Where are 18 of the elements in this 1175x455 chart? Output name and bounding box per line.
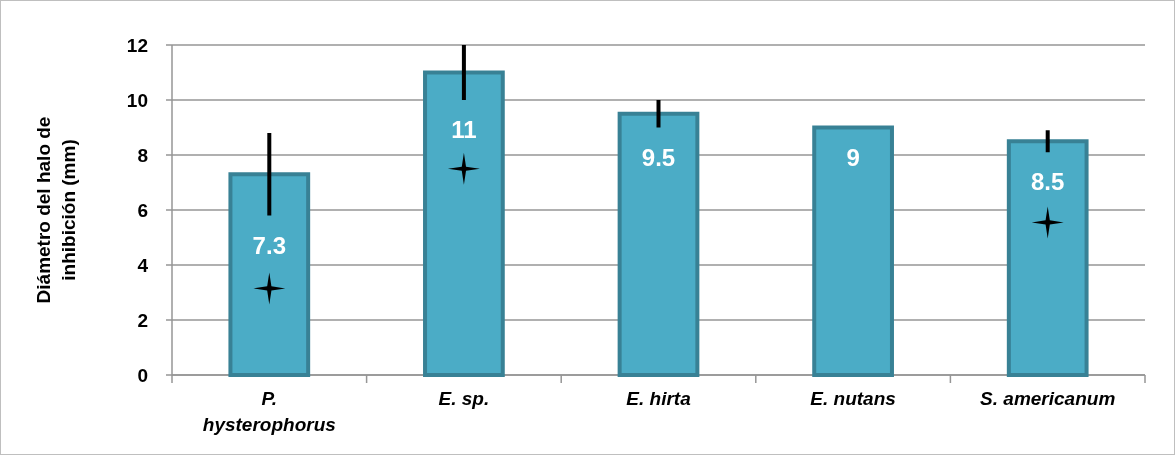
y-tick-label: 0	[137, 364, 148, 386]
x-tick-label: E. nutans	[810, 388, 896, 409]
y-tick-label: 8	[137, 144, 148, 166]
x-tick-label: E. hirta	[626, 388, 692, 409]
y-tick-label: 2	[137, 309, 148, 331]
data-label: 9.5	[641, 143, 676, 171]
y-axis-title: Diámetro del halo de inhibición (mm)	[33, 116, 79, 304]
data-label: 7.3	[252, 231, 286, 259]
x-tick-label: E. sp.	[438, 388, 490, 409]
y-tick-label: 12	[126, 34, 148, 56]
y-tick-label: 6	[137, 199, 148, 221]
data-label: 9	[846, 143, 860, 171]
x-tick-label: S. americanum	[980, 388, 1116, 409]
y-tick-label: 10	[126, 89, 148, 111]
data-label: 11	[451, 116, 477, 143]
x-tick-label: P. hysterophorus	[202, 388, 336, 435]
y-tick-label: 4	[137, 254, 149, 276]
data-label: 8.5	[1031, 168, 1065, 196]
